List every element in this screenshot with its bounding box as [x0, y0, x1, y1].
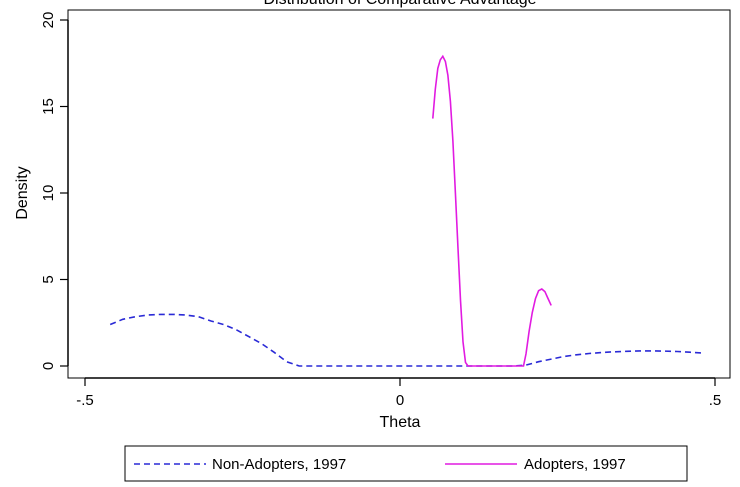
y-tick-label: 20 — [40, 12, 57, 29]
y-ticks: 0 5 10 15 20 — [40, 12, 68, 370]
chart-title: Distribution of Comparative Advantage — [263, 0, 536, 8]
y-tick-label: 10 — [40, 185, 57, 202]
legend-label-adopters: Adopters, 1997 — [524, 456, 626, 473]
x-tick-label: -.5 — [76, 392, 94, 409]
y-tick-label: 0 — [40, 362, 57, 370]
x-ticks: -.5 0 .5 — [76, 378, 721, 409]
legend-label-non-adopters: Non-Adopters, 1997 — [212, 456, 346, 473]
y-tick-label: 15 — [40, 98, 57, 115]
y-tick-label: 5 — [40, 275, 57, 283]
x-tick-label: .5 — [709, 392, 722, 409]
series-line-non-adopters — [109, 313, 703, 367]
x-axis-label: Theta — [380, 414, 421, 431]
legend-box — [124, 445, 688, 482]
x-tick-label: 0 — [396, 392, 404, 409]
series-line-adopters — [432, 54, 552, 367]
plot-frame — [67, 9, 731, 379]
series-layer — [109, 54, 703, 367]
legend: Non-Adopters, 1997 Adopters, 1997 — [124, 445, 688, 482]
y-axis-label: Density — [14, 166, 31, 219]
